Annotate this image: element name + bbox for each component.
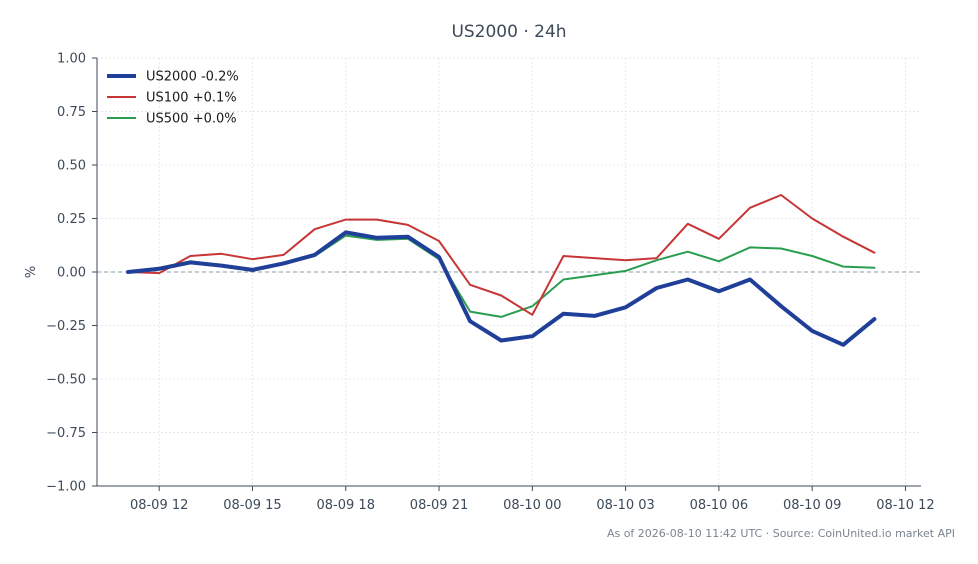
x-tick-label: 08-09 12: [130, 498, 188, 513]
y-tick-label: −0.25: [46, 319, 86, 334]
x-tick-label: 08-10 12: [876, 498, 934, 513]
y-tick-label: −1.00: [46, 480, 86, 495]
x-tick-label: 08-10 06: [690, 498, 748, 513]
x-tick-label: 08-10 03: [596, 498, 654, 513]
x-tick-label: 08-09 15: [223, 498, 281, 513]
source-footnote: As of 2026-08-10 11:42 UTC · Source: Coi…: [607, 527, 955, 540]
legend: US2000 -0.2% US100 +0.1% US500 +0.0%: [107, 70, 239, 127]
x-tick-label: 08-10 00: [503, 498, 561, 513]
y-tick-label: 0.50: [57, 159, 86, 174]
legend-label: US2000 -0.2%: [146, 70, 239, 85]
legend-label: US500 +0.0%: [146, 112, 237, 127]
chart-title: US2000 · 24h: [451, 22, 566, 42]
x-tick-label: 08-09 18: [317, 498, 375, 513]
y-tick-label: 0.00: [57, 266, 86, 281]
y-axis-label: %: [24, 266, 39, 278]
x-axis-ticks: 08-09 12 08-09 15 08-09 18 08-09 21 08-10 00…: [130, 486, 935, 513]
legend-label: US100 +0.1%: [146, 91, 237, 106]
series-line-1: [126, 230, 877, 347]
y-tick-label: 0.75: [57, 105, 86, 120]
y-tick-label: 0.25: [57, 212, 86, 227]
series-lines: [126, 194, 877, 347]
series-line-3: [127, 234, 876, 318]
y-axis-ticks: 1.00 0.75 0.50 0.25 0.00 −0.25 −0.50 −0.75 −1.00: [46, 52, 97, 495]
x-tick-label: 08-09 21: [410, 498, 468, 513]
y-tick-label: 1.00: [57, 52, 86, 67]
y-tick-label: −0.75: [46, 426, 86, 441]
series-line-2: [127, 194, 876, 316]
x-tick-label: 08-10 09: [783, 498, 841, 513]
y-tick-label: −0.50: [46, 373, 86, 388]
